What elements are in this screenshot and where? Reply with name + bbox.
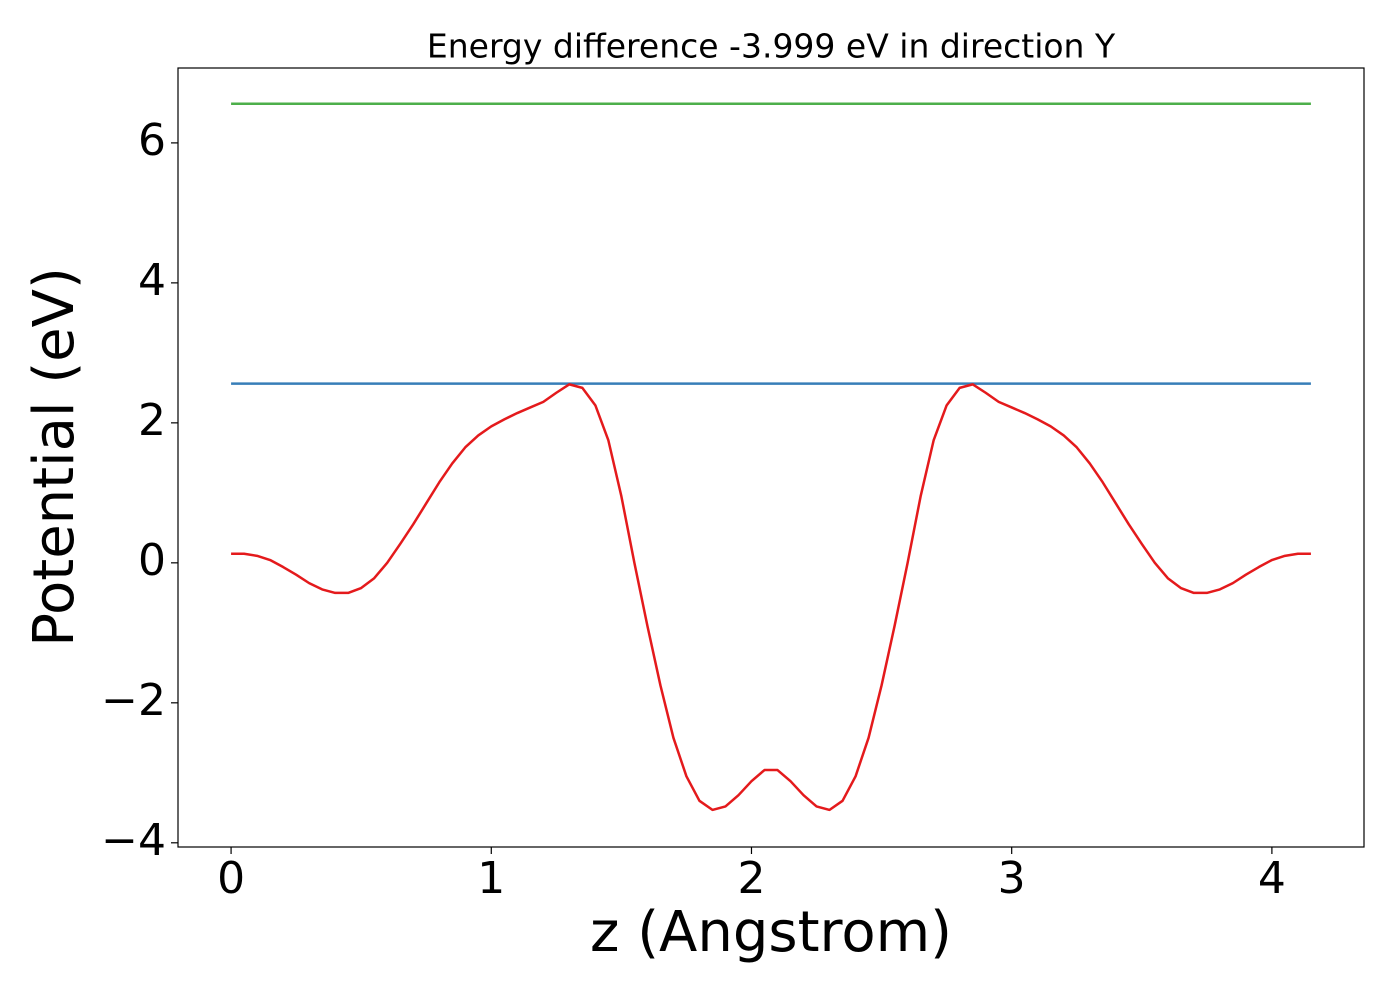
x-axis-label: z (Angstrom) [590,900,952,965]
y-tick-label: −2 [101,675,166,726]
x-tick-label: 1 [477,853,505,904]
y-axis-label: Potential (eV) [22,267,87,647]
y-tick-label: 0 [138,535,166,586]
plot-frame [177,67,1365,848]
y-tick-label: 6 [138,115,166,166]
x-tick-label: 4 [1258,853,1286,904]
y-tick-label: −4 [101,815,166,866]
y-tick-label: 4 [138,255,166,306]
line [231,383,1311,812]
y-tick-label: 2 [138,395,166,446]
x-tick-label: 0 [217,853,245,904]
chart-title: Energy difference -3.999 eV in direction… [427,27,1116,66]
x-tick-label: 2 [737,853,765,904]
x-tick-label: 3 [998,853,1026,904]
